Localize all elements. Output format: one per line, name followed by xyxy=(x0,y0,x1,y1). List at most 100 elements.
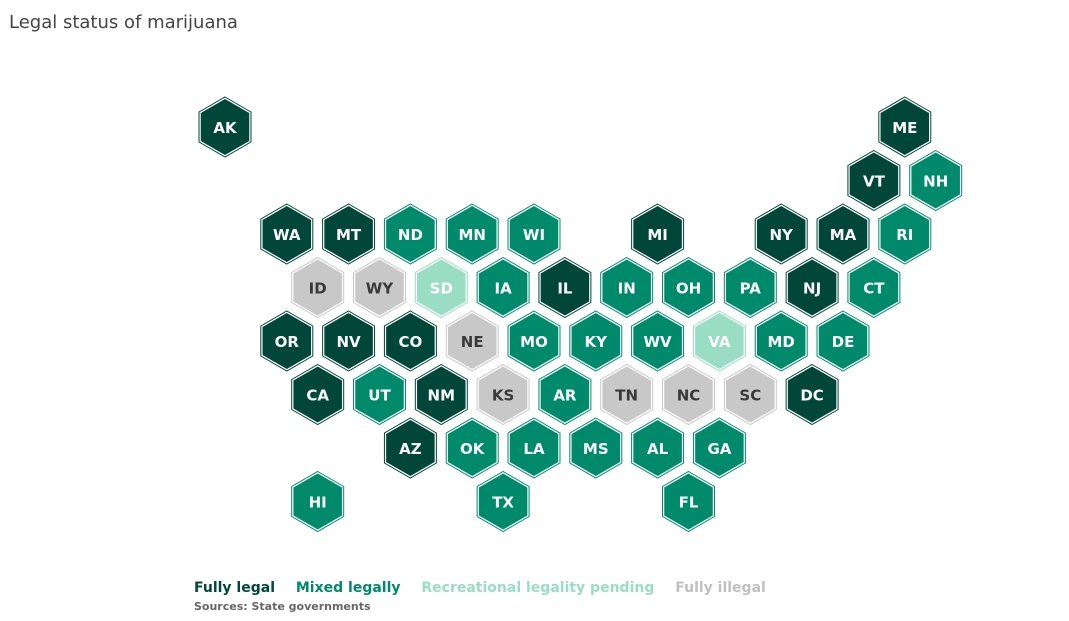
state-hex-fill xyxy=(509,313,559,369)
state-hex-wv[interactable]: WV xyxy=(631,310,685,372)
state-hex-ri[interactable]: RI xyxy=(878,203,932,265)
state-label-in: IN xyxy=(618,280,636,298)
state-hex-ca[interactable]: CA xyxy=(291,363,345,426)
state-label-wi: WI xyxy=(523,226,545,244)
state-hex-ne[interactable]: NE xyxy=(445,310,499,372)
state-hex-fill xyxy=(726,259,775,316)
state-hex-fill xyxy=(509,206,559,262)
state-label-nc: NC xyxy=(677,387,701,405)
state-hex-mn[interactable]: MN xyxy=(445,203,499,265)
state-hex-wi[interactable]: WI xyxy=(507,203,561,265)
state-hex-co[interactable]: CO xyxy=(383,310,437,372)
state-hex-mo[interactable]: MO xyxy=(507,310,561,372)
state-hex-id[interactable]: ID xyxy=(291,256,345,319)
state-hex-fill xyxy=(849,152,899,209)
state-hex-oh[interactable]: OH xyxy=(662,256,715,319)
state-hex-ia[interactable]: IA xyxy=(476,256,530,319)
state-hex-hi[interactable]: HI xyxy=(291,470,345,533)
state-hex-nm[interactable]: NM xyxy=(414,363,468,426)
state-hex-nh[interactable]: NH xyxy=(909,149,963,212)
state-label-az: AZ xyxy=(399,440,422,458)
state-hex-fill xyxy=(386,313,435,369)
state-hex-ma[interactable]: MA xyxy=(816,203,870,265)
state-hex-ks[interactable]: KS xyxy=(476,363,530,426)
state-label-ks: KS xyxy=(492,387,514,405)
state-hex-in[interactable]: IN xyxy=(600,256,654,319)
state-label-ky: KY xyxy=(585,333,609,351)
state-label-tn: TN xyxy=(615,387,638,405)
state-hex-fill xyxy=(447,420,497,476)
state-hex-va[interactable]: VA xyxy=(692,310,746,372)
state-hex-fill xyxy=(447,206,497,262)
state-label-ms: MS xyxy=(583,440,609,458)
state-label-mi: MI xyxy=(647,226,668,244)
state-hex-fill xyxy=(478,473,528,530)
state-hex-ky[interactable]: KY xyxy=(569,310,623,372)
state-label-ma: MA xyxy=(830,226,857,244)
state-hex-nd[interactable]: ND xyxy=(383,203,437,265)
page-title: Legal status of marijuana xyxy=(9,12,238,33)
state-hex-fill xyxy=(262,313,312,369)
state-label-ny: NY xyxy=(769,226,794,244)
state-hex-ak[interactable]: AK xyxy=(198,96,252,158)
state-hex-fill xyxy=(787,259,837,316)
state-hex-or[interactable]: OR xyxy=(260,310,314,372)
state-hex-md[interactable]: MD xyxy=(754,310,808,372)
state-hex-ga[interactable]: GA xyxy=(692,417,746,479)
state-hex-de[interactable]: DE xyxy=(816,310,870,372)
state-label-nm: NM xyxy=(428,387,455,405)
state-hex-ok[interactable]: OK xyxy=(445,417,499,479)
state-hex-fill xyxy=(478,366,528,423)
state-hex-wy[interactable]: WY xyxy=(353,256,406,319)
state-hex-il[interactable]: IL xyxy=(538,256,592,319)
legend-item-legal: Fully legal xyxy=(194,580,275,596)
legend: Fully legal Mixed legally Recreational l… xyxy=(194,580,782,596)
state-hex-mt[interactable]: MT xyxy=(322,203,376,265)
state-hex-fill xyxy=(293,473,342,530)
state-hex-ny[interactable]: NY xyxy=(754,203,808,265)
state-hex-tx[interactable]: TX xyxy=(476,470,530,533)
state-label-sd: SD xyxy=(430,280,453,298)
state-hex-fill xyxy=(293,366,342,423)
state-hex-wa[interactable]: WA xyxy=(260,203,314,265)
state-hex-tn[interactable]: TN xyxy=(600,363,654,426)
state-hex-nj[interactable]: NJ xyxy=(785,256,839,319)
state-label-ok: OK xyxy=(460,440,486,458)
state-label-il: IL xyxy=(557,280,573,298)
state-label-ct: CT xyxy=(863,280,885,298)
state-hex-la[interactable]: LA xyxy=(507,417,561,479)
state-hex-me[interactable]: ME xyxy=(878,96,932,158)
state-hex-ms[interactable]: MS xyxy=(569,417,623,479)
state-hex-sc[interactable]: SC xyxy=(723,363,777,426)
state-hex-pa[interactable]: PA xyxy=(723,256,777,319)
state-label-id: ID xyxy=(309,280,327,298)
state-label-nd: ND xyxy=(398,226,423,244)
state-label-me: ME xyxy=(892,119,917,137)
sources-note: Sources: State governments xyxy=(194,600,371,613)
state-hex-ut[interactable]: UT xyxy=(353,363,406,426)
state-hex-al[interactable]: AL xyxy=(631,417,685,479)
state-hex-ar[interactable]: AR xyxy=(538,363,592,426)
state-label-fl: FL xyxy=(679,494,699,512)
legend-item-illegal: Fully illegal xyxy=(675,580,766,596)
state-hex-fill xyxy=(818,313,868,369)
state-hex-sd[interactable]: SD xyxy=(414,256,468,319)
state-hex-fill xyxy=(417,366,466,423)
state-hex-vt[interactable]: VT xyxy=(847,149,901,212)
state-hex-fill xyxy=(849,259,899,316)
state-hex-nc[interactable]: NC xyxy=(662,363,715,426)
state-hex-dc[interactable]: DC xyxy=(785,363,839,426)
state-hex-ct[interactable]: CT xyxy=(847,256,901,319)
state-hex-fill xyxy=(880,99,930,155)
state-label-md: MD xyxy=(768,333,795,351)
state-label-dc: DC xyxy=(800,387,823,405)
state-hex-fill xyxy=(571,313,621,369)
state-hex-az[interactable]: AZ xyxy=(383,417,437,479)
state-hex-mi[interactable]: MI xyxy=(631,203,685,265)
state-hex-fill xyxy=(602,366,651,423)
state-hex-fill xyxy=(447,313,497,369)
state-hex-nv[interactable]: NV xyxy=(322,310,376,372)
state-hex-fill xyxy=(756,206,806,262)
state-hex-fl[interactable]: FL xyxy=(662,470,715,533)
